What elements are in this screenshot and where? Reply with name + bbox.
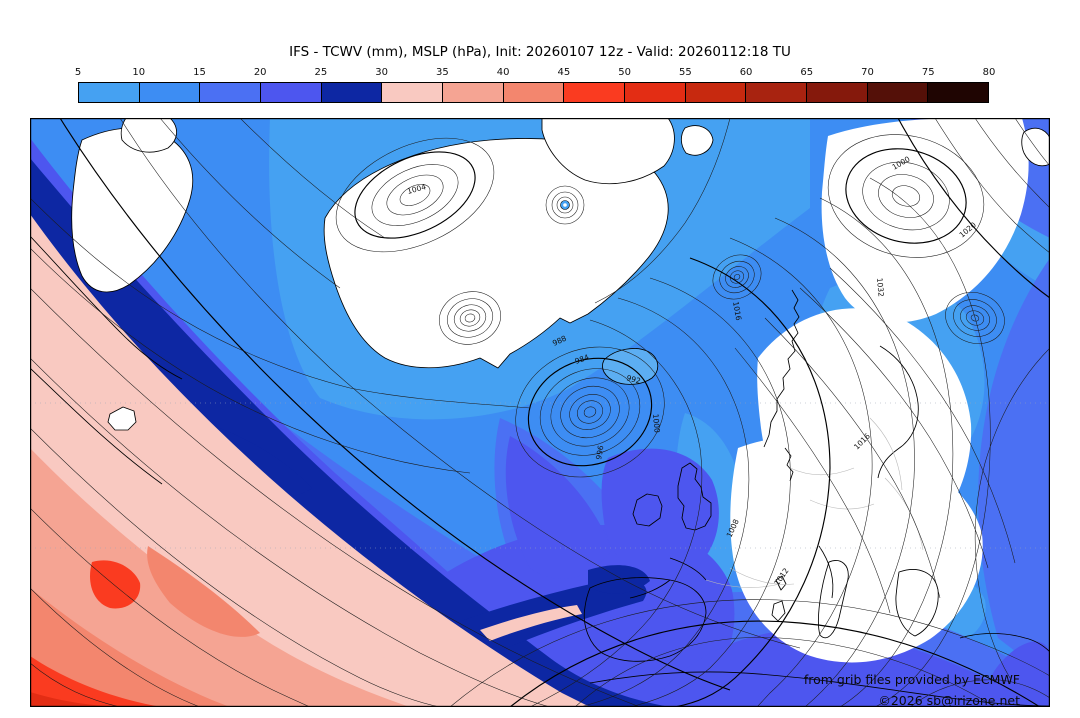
colorbar-tick-label: 30 xyxy=(375,67,389,78)
colorbar-tick-label: 10 xyxy=(132,67,146,78)
colorbar-segment xyxy=(382,83,444,102)
colorbar-segment xyxy=(321,83,383,102)
attribution-source: from grib files provided by ECMWF xyxy=(804,672,1020,687)
ireland-coastline xyxy=(632,493,663,527)
colorbar-segment xyxy=(139,83,201,102)
colorbar-segment xyxy=(867,83,929,102)
colorbar-tick-label: 75 xyxy=(921,67,935,78)
colorbar-tick-label: 40 xyxy=(496,67,510,78)
corsica-sardinia-coastline xyxy=(771,575,787,622)
france-coastline xyxy=(629,557,707,599)
italy-landmass xyxy=(818,560,849,639)
uk-coastline xyxy=(677,462,712,531)
baltic-coastline xyxy=(877,345,919,479)
iberia-coastline xyxy=(583,577,707,662)
colorbar-segment xyxy=(625,83,686,102)
colorbar-segment xyxy=(685,83,747,102)
svalbard-islands xyxy=(541,118,714,185)
colorbar-segment xyxy=(261,83,322,102)
graticule xyxy=(30,402,1050,549)
colorbar-tick-label: 5 xyxy=(74,67,82,78)
colorbar-segment xyxy=(746,83,808,102)
colorbar-tick-label: 25 xyxy=(314,67,328,78)
colorbar-segment xyxy=(928,83,989,102)
colorbar-cells xyxy=(78,82,989,103)
colorbar-segment xyxy=(564,83,626,102)
baffin-island xyxy=(120,118,177,153)
arctic-island xyxy=(1021,127,1050,167)
colorbar-tick-label: 45 xyxy=(557,67,571,78)
attribution-copyright: ©2026 sb@irizone.net xyxy=(878,693,1020,707)
map-frame xyxy=(30,118,1050,707)
colorbar-tick-label: 65 xyxy=(800,67,814,78)
colorbar-tick-label: 80 xyxy=(982,67,996,78)
isobar-label: 992 xyxy=(625,373,641,385)
colorbar-tick-label: 70 xyxy=(861,67,874,78)
newfoundland-island xyxy=(107,406,137,431)
colorbar-segment xyxy=(443,83,504,102)
norway-coastline xyxy=(763,289,800,448)
isobar-label: 1016 xyxy=(731,301,743,322)
landmasses xyxy=(71,118,1050,639)
turkey-coastline xyxy=(959,633,1050,653)
colorbar-tick-label: 50 xyxy=(618,67,631,78)
isobar-lines xyxy=(30,118,1050,707)
colorbar-tick-label: 20 xyxy=(253,67,267,78)
colorbar-ticks: 5 10 15 20 25 30 35 40 45 50 55 60 65 70 75 80 xyxy=(74,66,996,82)
isobar-label: 1000 xyxy=(651,413,662,433)
isobar-label: 1032 xyxy=(875,277,886,297)
coastlines xyxy=(30,235,1050,707)
weather-map: 984 988 992 996 1000 1004 1008 1012 1016… xyxy=(30,118,1050,707)
colorbar-tick-label: 60 xyxy=(739,67,753,78)
north-africa-coastline xyxy=(589,671,1050,707)
colorbar-segment xyxy=(807,83,868,102)
colorbar-tick-label: 15 xyxy=(193,67,206,78)
country-borders xyxy=(705,417,924,588)
colorbar-segment xyxy=(200,83,262,102)
page-title: IFS - TCWV (mm), MSLP (hPa), Init: 20260… xyxy=(289,44,791,60)
isobar-label: 996 xyxy=(594,444,605,460)
colorbar: 5 10 15 20 25 30 35 40 45 50 55 60 65 70 75 80 xyxy=(74,66,996,103)
colorbar-segment xyxy=(79,83,140,102)
adriatic-coastline xyxy=(818,545,834,599)
greenland-landmass xyxy=(323,138,669,369)
colorbar-tick-label: 35 xyxy=(436,67,449,78)
colorbar-tick-label: 55 xyxy=(678,67,692,78)
colorbar-segment xyxy=(503,83,565,102)
